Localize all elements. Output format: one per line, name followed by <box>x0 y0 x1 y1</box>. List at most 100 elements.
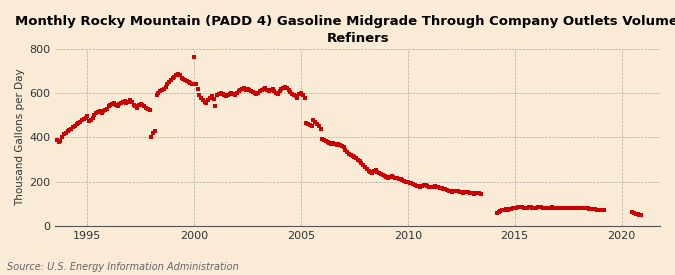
Point <box>456 190 466 194</box>
Text: Source: U.S. Energy Information Administration: Source: U.S. Energy Information Administ… <box>7 262 238 272</box>
Point <box>499 208 510 212</box>
Point <box>258 87 269 91</box>
Point <box>474 191 485 195</box>
Point <box>162 82 173 87</box>
Point <box>256 88 267 92</box>
Point <box>337 144 348 148</box>
Point <box>508 206 518 210</box>
Point <box>224 92 235 97</box>
Point <box>312 122 323 126</box>
Point <box>577 206 588 210</box>
Point <box>96 111 107 115</box>
Point <box>117 100 128 104</box>
Point <box>233 89 244 93</box>
Point <box>425 185 436 189</box>
Point <box>262 88 273 92</box>
Point <box>561 206 572 210</box>
Point <box>109 101 119 105</box>
Point <box>210 104 221 109</box>
Point <box>128 103 139 108</box>
Point <box>148 131 159 135</box>
Point <box>394 177 404 181</box>
Point <box>390 175 401 180</box>
Point <box>221 94 232 99</box>
Point <box>240 88 251 92</box>
Point <box>493 209 504 214</box>
Point <box>209 97 219 101</box>
Point <box>150 129 161 133</box>
Point <box>401 180 412 184</box>
Point <box>194 93 205 98</box>
Point <box>365 169 376 174</box>
Point <box>190 82 201 87</box>
Point <box>440 187 451 192</box>
Point <box>279 84 290 89</box>
Point <box>338 145 349 150</box>
Point <box>452 189 463 193</box>
Point <box>424 184 435 189</box>
Point <box>283 88 294 92</box>
Point <box>497 208 508 213</box>
Point <box>76 117 87 122</box>
Point <box>406 181 417 186</box>
Point <box>199 100 210 104</box>
Point <box>438 186 449 191</box>
Point <box>219 93 230 98</box>
Point <box>630 211 641 216</box>
Point <box>232 91 242 95</box>
Point <box>185 81 196 86</box>
Point <box>527 205 538 210</box>
Point <box>198 98 209 102</box>
Point <box>420 183 431 188</box>
Point <box>372 169 383 174</box>
Point <box>568 206 579 210</box>
Point <box>82 114 92 119</box>
Point <box>61 131 72 135</box>
Point <box>402 180 413 184</box>
Point <box>627 210 638 214</box>
Point <box>356 161 367 165</box>
Point <box>184 80 194 84</box>
Point <box>386 174 397 178</box>
Point <box>163 80 174 84</box>
Point <box>418 183 429 187</box>
Point <box>321 139 331 143</box>
Point <box>634 213 645 217</box>
Point <box>319 138 329 142</box>
Point <box>545 205 556 210</box>
Point <box>288 93 299 98</box>
Point <box>502 208 513 212</box>
Point <box>586 207 597 211</box>
Point <box>142 106 153 111</box>
Point <box>214 92 225 97</box>
Point <box>265 88 276 92</box>
Point <box>628 211 639 215</box>
Point <box>155 89 165 93</box>
Point <box>75 120 86 124</box>
Point <box>539 205 550 210</box>
Point <box>64 128 75 132</box>
Point <box>123 100 134 104</box>
Point <box>533 205 543 210</box>
Point <box>552 206 563 210</box>
Point <box>547 205 558 210</box>
Point <box>566 206 577 210</box>
Point <box>513 205 524 209</box>
Point <box>296 91 306 95</box>
Point <box>376 172 387 176</box>
Point <box>449 189 460 193</box>
Point <box>53 140 64 144</box>
Point <box>171 73 182 78</box>
Point <box>281 86 292 90</box>
Point <box>529 205 540 210</box>
Point <box>360 165 371 169</box>
Point <box>114 102 125 106</box>
Point <box>411 183 422 188</box>
Point <box>514 205 525 210</box>
Point <box>237 87 248 91</box>
Point <box>454 189 465 194</box>
Point <box>276 87 287 91</box>
Point <box>157 88 167 92</box>
Point <box>327 141 338 145</box>
Point <box>593 208 604 212</box>
